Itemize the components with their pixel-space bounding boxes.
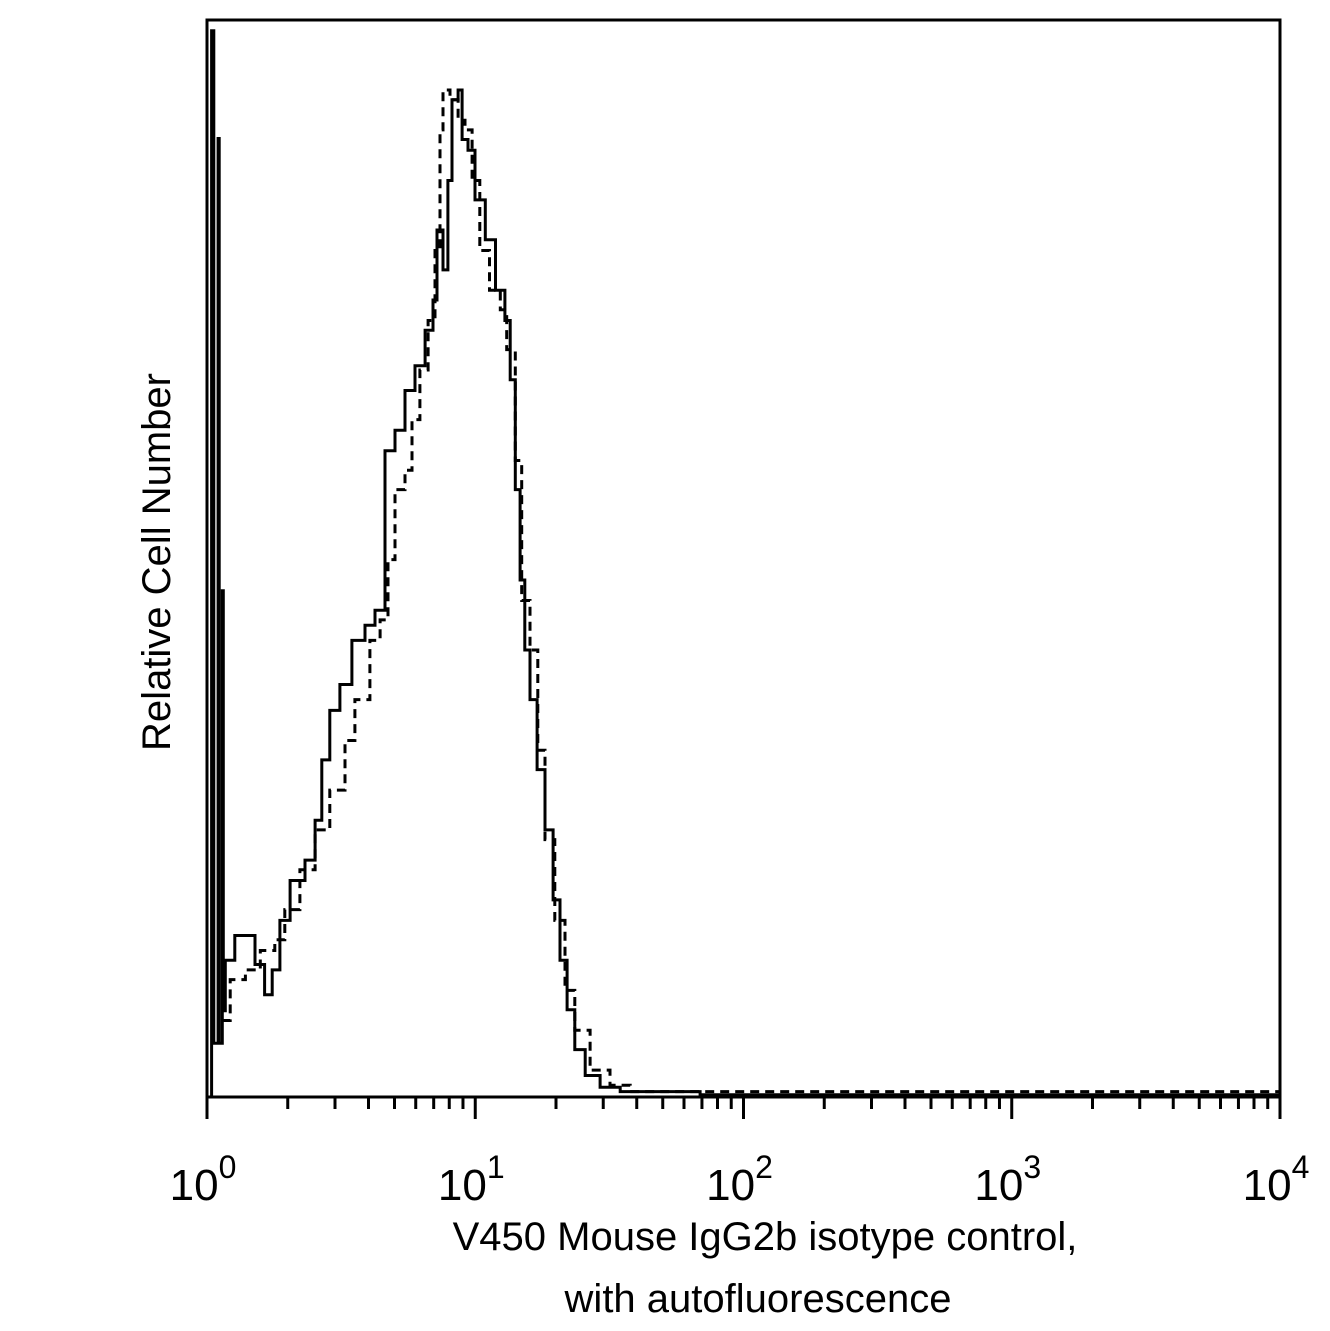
- x-axis-label-line1: V450 Mouse IgG2b isotype control,: [453, 1215, 1078, 1259]
- series-line-solid: [210, 29, 1280, 1097]
- x-axis-ticks: [205, 1097, 1282, 1119]
- x-tick-label: 101: [438, 1149, 505, 1210]
- x-tick-label: 104: [1243, 1149, 1310, 1210]
- x-tick-label: 100: [170, 1149, 237, 1210]
- plot-frame: [205, 18, 1282, 1099]
- series-line-dashed: [222, 88, 1282, 1094]
- series-group: [210, 29, 1282, 1097]
- x-axis-label-line2: with autofluorescence: [564, 1277, 952, 1321]
- y-axis-label: Relative Cell Number: [135, 373, 179, 751]
- x-tick-label: 103: [974, 1149, 1041, 1210]
- x-tick-label: 102: [706, 1149, 773, 1210]
- x-tick-labels: 100 101 102 103 104: [170, 1149, 1310, 1210]
